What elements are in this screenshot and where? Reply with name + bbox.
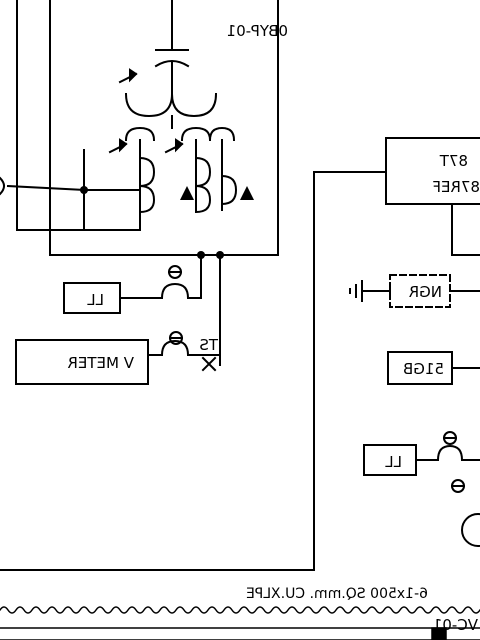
polarity-triangle-icon [180,186,254,200]
relay-51gb-box [387,351,480,385]
labels: 0BYP-01 87T 87REF NGR 51GB LL LL V METER… [67,22,480,634]
relay-87t-box [385,137,480,256]
ngr-label: NGR [409,283,442,301]
fuse-icon-lower [363,431,480,547]
ct-marker-icon [108,68,184,154]
fuse-icon-vmeter [15,331,217,385]
cable-squiggle [0,606,480,640]
left-lead [0,176,5,196]
capacitor-icon [154,0,190,93]
secondary-windings [83,126,238,231]
junction-dots [80,186,224,259]
ll-lower-label: LL [385,453,402,471]
relay-51gb-label: 51GB [403,360,444,378]
v-meter-label: V METER [67,354,134,372]
ll-upper-label: LL [87,291,104,309]
device-tag-label: 0BYP-01 [227,22,288,40]
cable-tag-label: VC-01 [433,616,478,634]
fuse-icon [63,265,190,314]
left-lead-wire [6,184,86,192]
relay-87t-label-2: 87REF [432,178,480,196]
cable-spec-label: 6-1x500 SQ.mm. CU.XLPE [246,586,428,602]
relay-87t-label-1: 87T [439,152,468,170]
ngr-box [349,274,480,308]
enclosure-lines [16,0,279,256]
meter-wiring [187,254,221,366]
transformer-coil-icon [124,92,218,129]
ts-label: TS [199,336,219,354]
